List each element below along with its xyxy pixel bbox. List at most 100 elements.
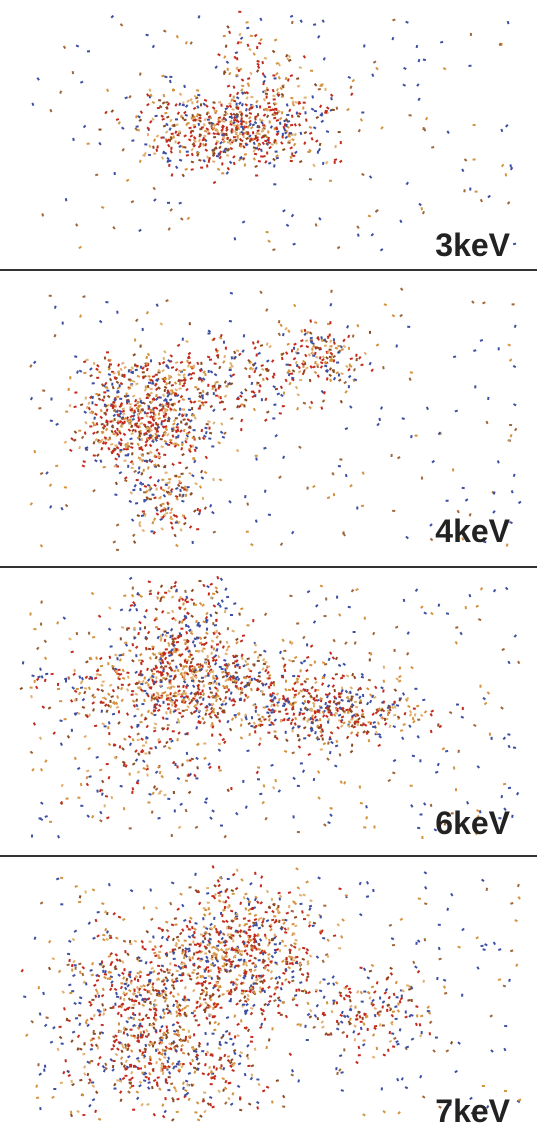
dot [359,785,361,788]
dot [230,691,233,694]
dot [393,714,396,716]
dot [319,718,321,721]
dot [184,440,187,444]
dot [126,395,129,397]
dot [173,669,177,672]
dot [141,514,144,517]
dot [272,385,276,388]
dot [333,341,336,345]
dot [217,441,221,444]
dot [152,935,154,938]
dot [242,145,245,149]
dot [82,698,86,702]
dot [345,427,349,430]
dot [421,1031,423,1034]
dot [201,476,205,479]
dot [52,957,56,960]
dot [498,347,500,350]
dot [213,604,217,607]
dot [498,948,501,951]
dot [230,787,232,790]
dot [340,699,344,702]
dot [155,448,158,452]
dot [207,330,211,333]
dot [260,364,263,367]
dot [333,934,336,937]
dot [192,936,195,939]
dot [276,133,280,136]
dot [106,816,110,819]
dot [88,921,91,925]
dot [145,415,149,418]
dot [265,377,268,381]
dot [198,139,201,143]
dot [145,1044,148,1047]
dot [141,438,143,441]
dot [294,151,298,155]
dot [59,1026,62,1028]
dot [179,382,182,385]
dot [151,645,154,648]
dot [242,664,246,667]
dot [291,910,294,913]
dot [189,692,192,696]
dot [333,377,336,381]
dot [165,711,167,714]
dot [337,246,341,249]
dot [408,114,411,116]
dot [79,971,82,974]
dot [342,663,346,666]
dot [30,695,33,698]
dot [189,944,192,946]
dot [517,661,520,665]
dot [139,627,141,630]
dot [130,415,134,418]
dot [111,425,114,429]
dot [300,708,303,711]
dot [306,948,310,952]
dot [140,683,143,685]
dot [354,641,357,644]
dot [123,594,126,597]
dot [120,1014,122,1017]
dot [252,123,256,126]
dot [115,992,118,995]
dot [218,719,221,723]
dot [123,421,125,424]
dot [310,644,314,647]
dot [114,376,117,379]
dot [74,930,78,933]
dot [186,611,190,614]
dot [82,706,86,709]
dot [250,725,253,727]
dot [240,724,242,727]
dot [250,1077,253,1081]
dot [396,1078,399,1082]
dot [183,134,187,137]
dot [111,984,113,987]
dot [75,223,78,227]
dot [36,678,39,682]
dot [313,23,316,26]
dot [248,120,251,124]
dot [214,373,218,376]
dot [148,1077,150,1080]
dot [136,1097,139,1101]
dot [39,1012,42,1015]
dot [182,966,184,969]
dot [207,356,211,359]
dot [164,112,167,115]
dot [78,246,82,249]
dot [206,112,209,115]
dot [35,1084,38,1087]
dot [284,688,287,692]
dot [224,702,227,706]
dot [122,677,125,680]
dot [149,1056,152,1060]
dot [202,917,204,920]
dot [314,110,317,112]
dot [190,598,194,601]
dot [171,659,174,662]
dot [132,738,135,742]
dot [293,143,296,147]
